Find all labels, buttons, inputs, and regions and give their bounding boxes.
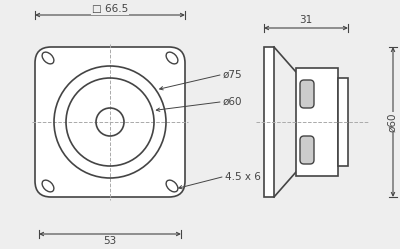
Text: 53: 53 xyxy=(103,236,117,246)
Ellipse shape xyxy=(166,52,178,64)
Text: ø60: ø60 xyxy=(223,97,242,107)
Ellipse shape xyxy=(42,52,54,64)
Text: ø60: ø60 xyxy=(387,112,397,132)
Bar xyxy=(338,78,348,166)
Ellipse shape xyxy=(42,180,54,192)
Text: 4.5 x 6: 4.5 x 6 xyxy=(225,172,261,182)
Ellipse shape xyxy=(166,180,178,192)
Text: 31: 31 xyxy=(299,15,313,25)
Text: ø75: ø75 xyxy=(223,70,243,80)
FancyBboxPatch shape xyxy=(300,136,314,164)
FancyBboxPatch shape xyxy=(35,47,185,197)
FancyBboxPatch shape xyxy=(300,80,314,108)
Bar xyxy=(264,47,274,197)
Text: □ 66.5: □ 66.5 xyxy=(92,4,128,14)
Bar xyxy=(296,68,338,176)
